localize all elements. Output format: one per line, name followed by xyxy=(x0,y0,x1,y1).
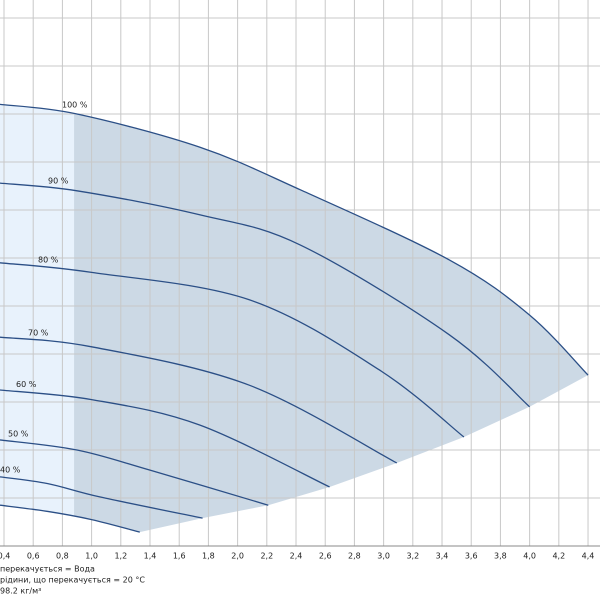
x-tick-label: 1,0 xyxy=(85,552,98,561)
curve-label: 70 % xyxy=(28,329,49,338)
x-tick-label: 1,8 xyxy=(202,552,215,561)
x-tick-label: 1,4 xyxy=(144,552,157,561)
curve-label: 40 % xyxy=(0,465,21,474)
x-tick-label: 0,6 xyxy=(27,552,40,561)
x-tick-label: 4,2 xyxy=(552,552,565,561)
x-tick-label: 1,6 xyxy=(173,552,186,561)
curve-label: 60 % xyxy=(16,380,37,389)
x-tick-label: 2,6 xyxy=(319,552,332,561)
x-tick-label: 3,0 xyxy=(377,552,390,561)
curve-label: 80 % xyxy=(38,255,59,264)
x-tick-label: 2,2 xyxy=(260,552,273,561)
note: рідини, що перекачується = 20 °C xyxy=(0,576,145,585)
speed-curve xyxy=(0,439,269,506)
left-area xyxy=(0,104,75,516)
speed-curve xyxy=(0,389,330,488)
speed-curve xyxy=(0,504,140,533)
speed-curve xyxy=(0,476,203,519)
x-tick-label: 2,8 xyxy=(348,552,361,561)
curve-label: 50 % xyxy=(8,429,29,438)
curve-label: 100 % xyxy=(62,101,88,110)
speed-curve xyxy=(0,103,589,376)
x-tick-label: 4,0 xyxy=(523,552,536,561)
curve-label: 90 % xyxy=(48,176,69,185)
x-tick-label: 3,6 xyxy=(465,552,478,561)
speed-curve xyxy=(0,336,398,464)
note: 98.2 кг/м³ xyxy=(0,587,41,596)
x-tick-label: 4,4 xyxy=(582,552,595,561)
speed-curve xyxy=(0,262,465,438)
x-tick-label: 0,4 xyxy=(0,552,10,561)
x-tick-label: 3,2 xyxy=(406,552,419,561)
speed-curve xyxy=(0,182,531,408)
x-tick-label: 0,8 xyxy=(56,552,69,561)
x-tick-label: 2,0 xyxy=(231,552,244,561)
note: перекачується = Вода xyxy=(0,565,95,574)
x-tick-label: 3,4 xyxy=(436,552,449,561)
x-tick-label: 3,8 xyxy=(494,552,507,561)
x-tick-label: 2,4 xyxy=(290,552,303,561)
x-tick-label: 1,2 xyxy=(114,552,127,561)
